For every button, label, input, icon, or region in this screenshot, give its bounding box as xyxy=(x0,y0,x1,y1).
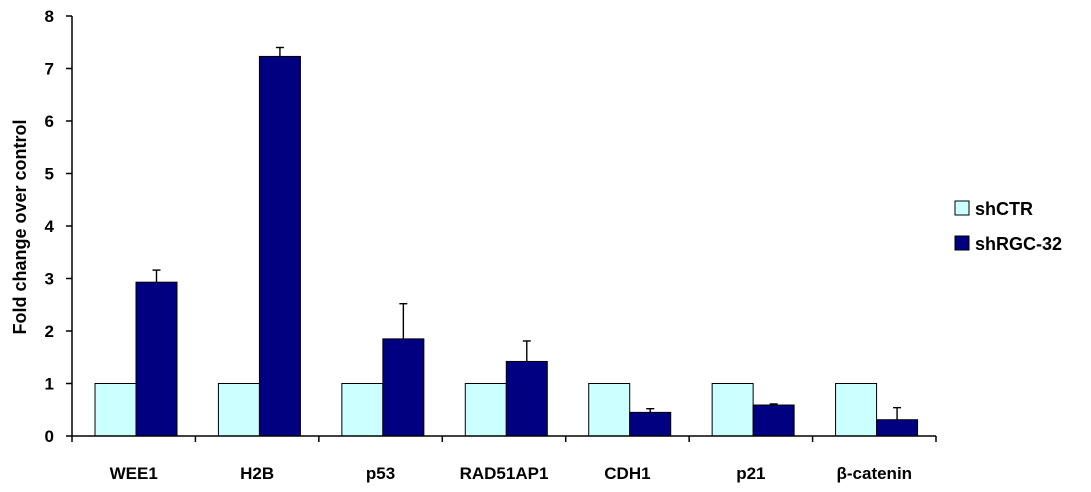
legend: shCTR shRGC-32 xyxy=(954,199,1062,254)
y-ticks-layer: 0 1 2 3 4 5 6 7 8 xyxy=(45,7,72,446)
axes-layer xyxy=(71,16,937,442)
legend-swatch-shctr xyxy=(954,200,970,216)
x-category-label: RAD51AP1 xyxy=(460,464,549,483)
x-category-label: H2B xyxy=(240,464,274,483)
bars-layer xyxy=(94,55,919,437)
y-tick-label: 1 xyxy=(45,375,54,394)
bar-shctr-3 xyxy=(341,383,384,437)
bar-shrgc-32-7 xyxy=(876,419,919,437)
bar-shrgc-32-2 xyxy=(258,55,301,437)
y-tick-label: 5 xyxy=(45,165,54,184)
y-tick-label: 4 xyxy=(45,217,55,236)
y-axis-title: Fold change over control xyxy=(10,119,30,334)
bar-shctr-2 xyxy=(217,383,260,437)
legend-label-shrgc-32: shRGC-32 xyxy=(975,234,1062,254)
y-tick-label: 0 xyxy=(45,427,54,446)
bar-shctr-4 xyxy=(464,383,507,437)
x-category-label: WEE1 xyxy=(110,464,158,483)
legend-swatch-shrgc-32 xyxy=(954,235,970,251)
bar-shrgc-32-1 xyxy=(135,281,178,437)
bar-shctr-5 xyxy=(588,383,631,437)
error-bars-layer xyxy=(152,46,902,420)
category-labels-layer: WEE1 H2B p53 RAD51AP1 CDH1 p21 β-catenin xyxy=(110,464,912,483)
bar-shrgc-32-4 xyxy=(505,360,548,437)
bar-shctr-6 xyxy=(711,383,754,437)
x-category-label: β-catenin xyxy=(837,464,913,483)
y-tick-label: 3 xyxy=(45,270,54,289)
y-tick-label: 8 xyxy=(45,7,54,26)
y-tick-label: 2 xyxy=(45,322,54,341)
bar-shctr-7 xyxy=(835,383,878,437)
x-category-label: CDH1 xyxy=(604,464,650,483)
y-tick-label: 7 xyxy=(45,60,54,79)
bar-shrgc-32-5 xyxy=(629,411,672,437)
x-category-label: p21 xyxy=(736,464,765,483)
bar-shctr-1 xyxy=(94,383,137,437)
bar-shrgc-32-6 xyxy=(752,404,795,437)
legend-label-shctr: shCTR xyxy=(975,199,1033,219)
bar-shrgc-32-3 xyxy=(382,338,425,437)
x-category-label: p53 xyxy=(366,464,395,483)
y-tick-label: 6 xyxy=(45,112,54,131)
